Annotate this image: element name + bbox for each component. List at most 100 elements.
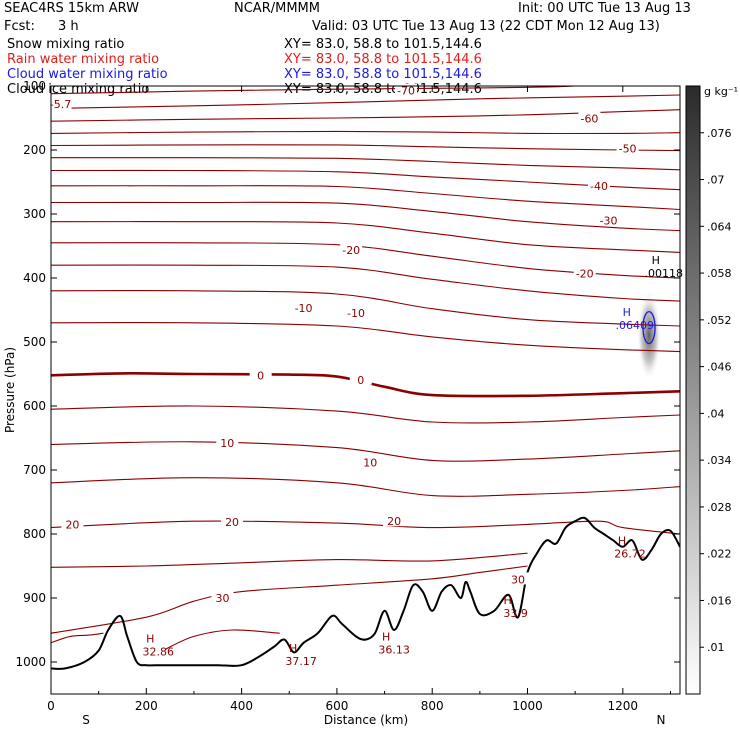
contour-label-bg <box>587 178 610 191</box>
y-tick-label: 1000 <box>15 655 46 669</box>
contour-label-bg <box>344 306 367 319</box>
contour-label: -40 <box>590 180 608 193</box>
x-tick-label: 600 <box>325 699 348 713</box>
terrain <box>51 516 680 670</box>
contour-label-bg <box>49 96 72 109</box>
isotherm-m15-11 <box>51 264 680 302</box>
terrain-line <box>51 516 680 670</box>
contour-label-bg <box>578 111 601 124</box>
cloud-ice-shading <box>637 290 662 381</box>
contour-label: 0 <box>257 369 264 382</box>
contour-label: -60 <box>580 113 598 126</box>
x-tick-label: 400 <box>230 699 253 713</box>
contour-label-bg <box>349 372 372 385</box>
y-tick-label: 700 <box>23 463 46 477</box>
cloud-shading <box>637 290 662 381</box>
field-label-rain: Rain water mixing ratio <box>7 52 159 67</box>
contour-label-bg <box>216 436 239 449</box>
contour-label: -70 <box>397 84 415 97</box>
isotherm-m40-6 <box>51 169 680 191</box>
contour-label: 0 <box>357 374 364 387</box>
contour-label: 20 <box>225 516 239 529</box>
y-tick-label: 400 <box>23 271 46 285</box>
maximum-value-label: 26.72 <box>614 547 646 560</box>
isotherm-10-16 <box>51 441 680 462</box>
field-xy-snow: XY= 83.0, 58.8 to 101.5,144.6 <box>284 37 482 52</box>
colorbar-tick-label: .034 <box>707 454 732 467</box>
isotherm-m45-5 <box>51 157 680 171</box>
colorbar-tick-label: .076 <box>707 127 732 140</box>
y-axis-label: Pressure (hPa) <box>3 347 17 433</box>
contour-label: -10 <box>347 307 365 320</box>
isotherm-m5-13 <box>51 322 680 353</box>
isotherm-m65-1 <box>51 94 680 109</box>
x-tick-label: 200 <box>135 699 158 713</box>
south-endpoint-label: S <box>82 713 90 727</box>
contour-label-bg <box>61 517 84 530</box>
contour-label: 30 <box>216 592 230 605</box>
x-axis-label: Distance (km) <box>324 713 408 727</box>
contour-label-bg <box>597 213 620 226</box>
maxima-labels: H32.86 H37.17H36.13H33.9H26.72H.00118H.06… <box>142 254 683 668</box>
colorbar-tick-label: .028 <box>707 501 732 514</box>
contour-labels: -70 -60 -50 -40 -30 -20 -20 -10 -10 0 0 10 10 20 20 20 3… <box>49 83 639 605</box>
contour-label: -5.7 <box>50 98 71 111</box>
forecast-value: 3 h <box>58 19 79 34</box>
contour-label-bg <box>249 368 272 381</box>
temperature-contours <box>51 86 680 650</box>
contour-label-bg <box>292 301 315 314</box>
x-tick-label: 1200 <box>608 699 639 713</box>
axes: 0 200 400 600 800 1000 12001002003004005006007… <box>15 79 680 713</box>
forecast-label: Fcst: <box>4 19 35 34</box>
colorbar-tick-label: .046 <box>707 361 732 374</box>
maximum-value-label: 32.86 <box>142 645 174 658</box>
contour-label: 10 <box>220 437 234 450</box>
maximum-h-marker: H <box>289 642 297 655</box>
isotherm-m55-3 <box>51 130 680 135</box>
init-time: Init: 00 UTC Tue 13 Aug 13 <box>518 1 691 16</box>
contour-label-bg <box>221 514 244 527</box>
plot-frame <box>50 85 681 695</box>
isotherm-30-22 <box>165 629 280 650</box>
center-title: NCAR/MMMM <box>234 1 320 16</box>
maximum-h-marker: H <box>652 254 660 267</box>
contour-label: -20 <box>342 244 360 257</box>
field-label-snow: Snow mixing ratio <box>7 37 124 52</box>
isotherm-25-19 <box>51 552 528 568</box>
y-tick-label: 800 <box>23 527 46 541</box>
colorbar-tick-label: .07 <box>707 174 725 187</box>
maximum-h-marker: H <box>382 630 390 643</box>
x-tick-label: 1000 <box>512 699 543 713</box>
y-tick-label: 500 <box>23 335 46 349</box>
contour-label: 30 <box>511 573 525 586</box>
colorbar-unit: g kg⁻¹ <box>704 85 738 98</box>
colorbar-tick-label: .01 <box>707 641 725 654</box>
x-tick-label: 800 <box>421 699 444 713</box>
isotherm-15-17 <box>51 477 680 497</box>
maximum-h-marker: H <box>623 306 631 319</box>
y-tick-label: 900 <box>23 591 46 605</box>
field-xy-rain: XY= 83.0, 58.8 to 101.5,144.6 <box>284 52 482 67</box>
contour-label-bg <box>340 242 363 255</box>
maximum-value-label: 36.13 <box>378 643 410 656</box>
isotherm-5-15 <box>51 405 680 424</box>
contour-label: -30 <box>600 214 618 227</box>
isotherm-m35-7 <box>51 185 680 211</box>
contour-label: 20 <box>387 515 401 528</box>
field-label-cloud-water: Cloud water mixing ratio <box>7 67 168 82</box>
colorbar-ticks: .01 .016 .022 .028 .034 .04 .046 .052 .058 .064 .0… <box>700 127 732 654</box>
valid-time: Valid: 03 UTC Tue 13 Aug 13 (22 CDT Mon … <box>312 19 660 34</box>
y-tick-label: 300 <box>23 207 46 221</box>
model-title: SEAC4RS 15km ARW <box>4 1 139 16</box>
isotherm-30-21 <box>51 632 104 644</box>
isotherm-m50-4 <box>51 144 680 152</box>
colorbar-tick-label: .064 <box>707 220 732 233</box>
maximum-value-label: .06409 <box>615 319 654 332</box>
contour-label-bg <box>359 455 382 468</box>
colorbar-tick-label: .058 <box>707 267 732 280</box>
maximum-value-label: 33.9 <box>503 607 528 620</box>
contour-label-bg <box>573 266 596 279</box>
contour-label: 10 <box>363 456 377 469</box>
isotherm-m70-0 <box>51 86 576 95</box>
